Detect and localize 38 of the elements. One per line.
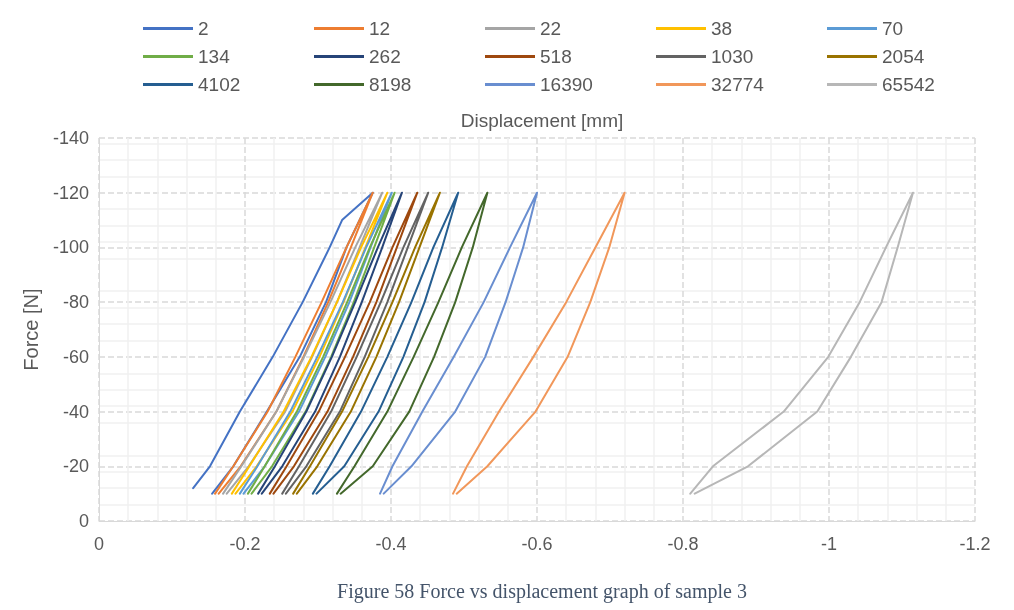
legend-label: 262 [369,46,401,67]
line-series [689,191,914,495]
line-series [452,191,626,495]
x-tick-label: -0.4 [375,534,407,554]
y-tick-label: -100 [52,237,89,258]
y-tick-label: -120 [52,182,89,203]
caption: Figure 58 Force vs displacement graph of sample 3 [337,580,747,603]
legend-label: 1030 [711,46,754,67]
line-series [379,191,538,495]
y-tick-label: -80 [62,292,89,313]
x-tick-label: -0.8 [667,534,699,554]
legend-label: 16390 [540,74,593,95]
y-tick-label: -60 [62,346,89,367]
y-tick-label: -40 [62,401,89,422]
x-tick-label: -1.2 [959,534,991,554]
legend-label: 518 [540,46,572,67]
legend-label: 70 [882,18,904,39]
line-series [311,191,460,495]
legend-label: 32774 [711,74,765,95]
x-tick-label: 0 [93,534,105,554]
x-tick-label: -0.6 [521,534,553,554]
x-tick-label: -0.2 [229,534,261,554]
legend-label: 38 [711,18,733,39]
legend-label: 8198 [369,74,412,95]
legend-label: 4102 [198,74,241,95]
y-tick-label: -20 [62,456,89,477]
line-series [335,191,489,495]
legend-label: 2 [198,18,209,39]
x-tick-label: -1 [820,534,838,554]
y-tick-label: -140 [52,128,89,148]
legend-label: 134 [198,46,231,67]
y-axis-title: Force [N] [20,288,42,371]
legend-label: 12 [369,18,391,39]
x-axis-title: Displacement [mm] [460,110,624,131]
y-tick-label: 0 [78,511,89,531]
legend-label: 22 [540,18,562,39]
legend-label: 2054 [882,46,925,67]
legend-label: 65542 [882,74,935,95]
